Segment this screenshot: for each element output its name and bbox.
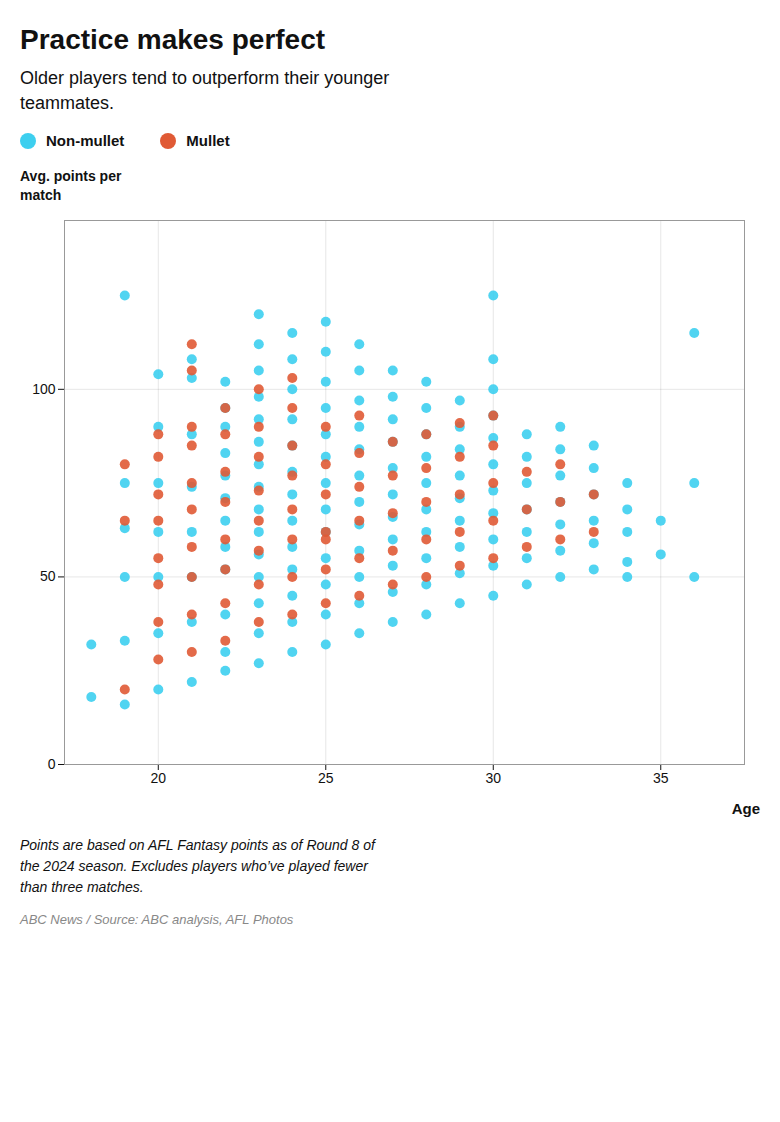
html-text:Practice makes perfect: Practice makes perfect — [20, 24, 326, 55]
html-text:Non-mullet: Non-mullet — [46, 132, 125, 150]
svg-text:25: 25 — [318, 770, 334, 786]
svg-text:50: 50 — [40, 568, 56, 584]
svg-text:100: 100 — [32, 381, 56, 397]
svg-text:20: 20 — [151, 770, 167, 786]
html-text:Points are based on AFL Fantas: Points are based on AFL Fantasy points a… — [20, 836, 375, 895]
svg-text:30: 30 — [485, 770, 501, 786]
html-text:Avg. points per match: Avg. points per match — [20, 168, 122, 203]
html-text:Older players tend to outperfo: Older players tend to outperform their y… — [20, 68, 390, 114]
html-text:ABC News / Source: ABC analysi: ABC News / Source: ABC analysis, AFL Pho… — [20, 911, 294, 927]
svg-text:35: 35 — [653, 770, 669, 786]
svg-text:0: 0 — [48, 756, 56, 772]
html-text:Mullet: Mullet — [186, 132, 230, 150]
html-text:Age: Age — [731, 799, 760, 817]
